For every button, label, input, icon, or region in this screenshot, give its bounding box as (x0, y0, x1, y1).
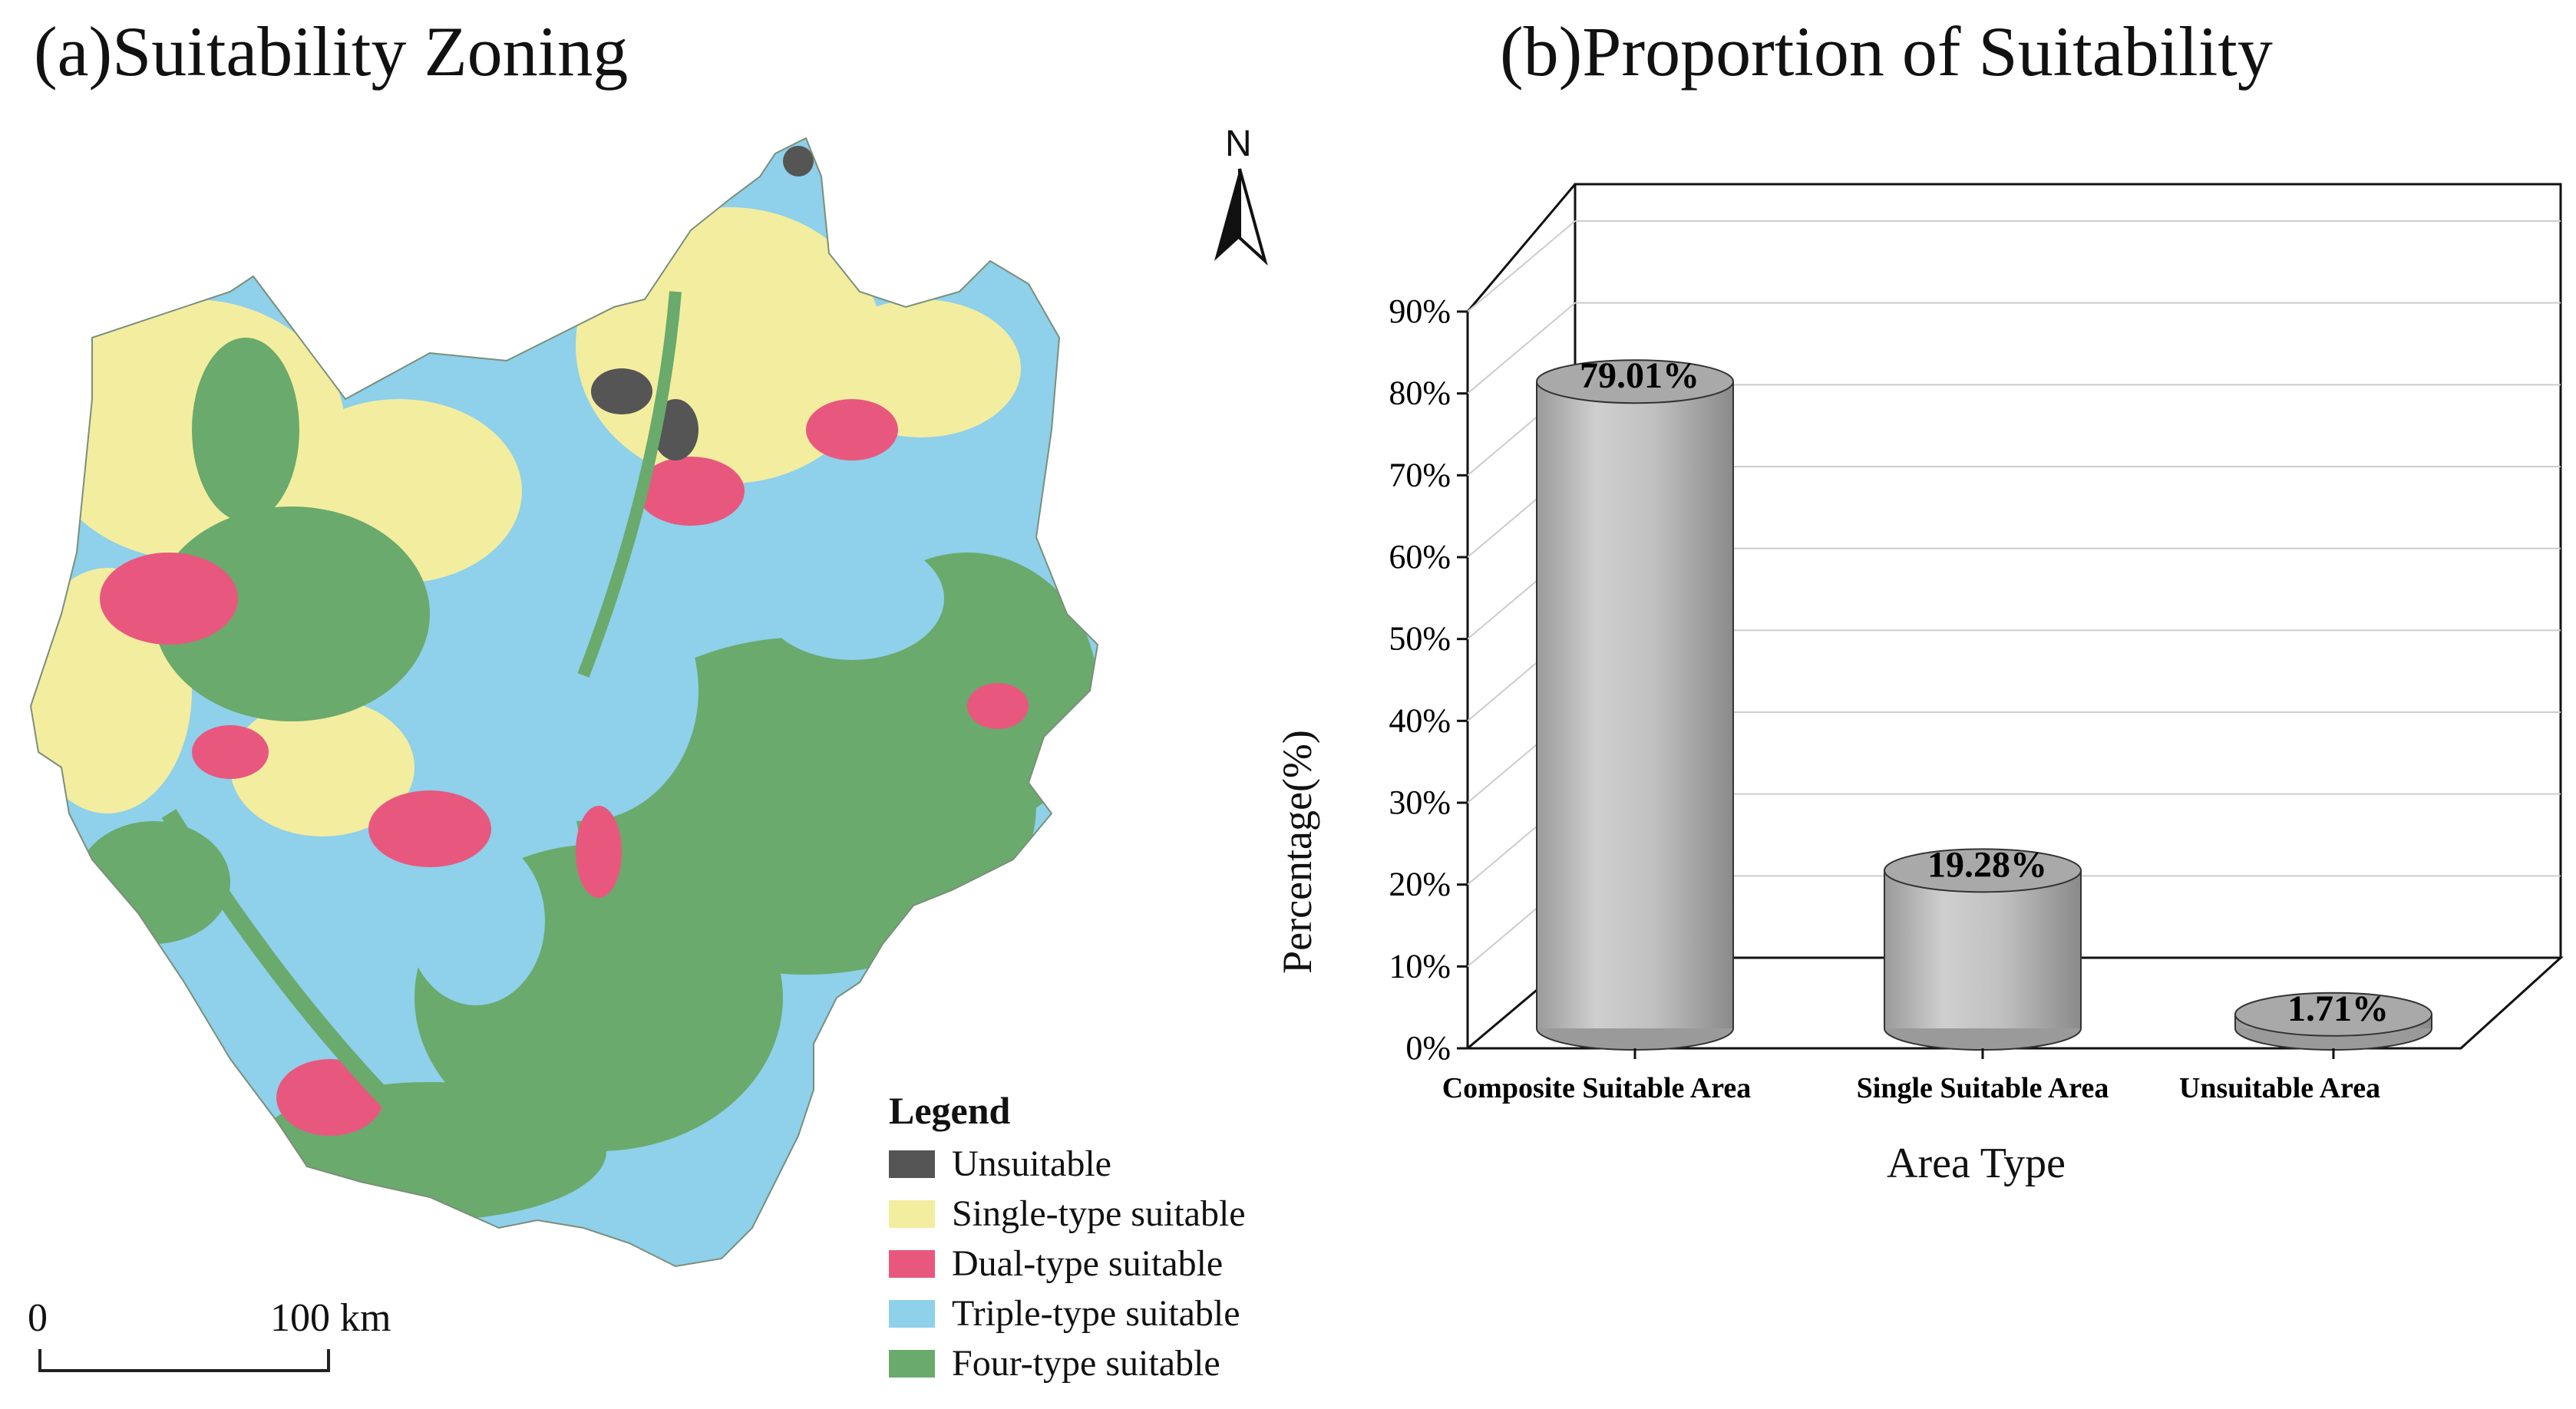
y-axis-label: Percentage(%) (1274, 730, 1320, 974)
scale-start-label: 0 (28, 1296, 48, 1340)
legend-item-single: Single-type suitable (889, 1189, 1246, 1239)
north-arrow-icon: N (1205, 123, 1274, 276)
grid-line-side (1467, 220, 1576, 312)
chart-panel-title: (b)Proportion of Suitability (1500, 12, 2273, 91)
bar-top (2234, 992, 2432, 1037)
side-wall-edge (1466, 183, 1577, 312)
x-tick-label: Unsuitable Area (2179, 1072, 2380, 1104)
legend-item-four: Four-type suitable (889, 1338, 1246, 1388)
bar-top (1536, 359, 1734, 404)
north-label: N (1225, 124, 1252, 164)
scale-bar-line (38, 1349, 330, 1372)
bar-top (1884, 848, 2082, 893)
y-tick-label: 20% (1389, 866, 1451, 903)
bar-2: 19.28% (1884, 844, 2082, 1051)
legend-swatch (889, 1199, 935, 1228)
legend-title: Legend (889, 1089, 1011, 1132)
legend-label: Dual-type suitable (952, 1243, 1224, 1284)
x-tick-label: Composite Suitable Area (1442, 1072, 1752, 1104)
map-boundary (29, 137, 1099, 1268)
map-legend: Legend Unsuitable Single-type suitable D… (889, 1088, 1246, 1388)
legend-item-triple: Triple-type suitable (889, 1289, 1246, 1338)
bar-value-label: 79.01% (1580, 355, 1699, 396)
x-tick-label: Single Suitable Area (1857, 1072, 2109, 1104)
scale-bar: 0 100 km (28, 1295, 391, 1388)
chart-grid (1467, 220, 2561, 968)
bar-body (1537, 381, 1733, 1028)
bar-3: 1.71% (2234, 988, 2432, 1051)
y-tick-label: 50% (1389, 620, 1451, 658)
legend-label: Unsuitable (952, 1143, 1111, 1184)
x-axis-label: Area Type (1887, 1140, 2066, 1187)
legend-swatch (889, 1299, 935, 1328)
bar-value-label: 19.28% (1927, 844, 2047, 885)
chart-frame (1464, 183, 2564, 1050)
legend-label: Four-type suitable (952, 1343, 1220, 1384)
bar-value-label: 1.71% (2287, 988, 2389, 1029)
scale-end-label: 100 km (270, 1296, 391, 1340)
legend-swatch (889, 1249, 935, 1278)
legend-label: Single-type suitable (952, 1193, 1246, 1234)
bar-body (1884, 870, 2081, 1028)
y-axis-ticks: 0% 10% 20% 30% 40% 50% 60% 70% 80% 90% (1389, 292, 1468, 1067)
legend-item-dual: Dual-type suitable (889, 1239, 1246, 1289)
y-tick-label: 10% (1389, 947, 1451, 985)
y-tick-label: 30% (1389, 784, 1451, 821)
y-tick-label: 0% (1405, 1029, 1451, 1067)
legend-label: Triple-type suitable (952, 1293, 1240, 1334)
legend-item-unsuitable: Unsuitable (889, 1139, 1246, 1189)
y-tick-label: 70% (1389, 456, 1451, 493)
legend-swatch (889, 1150, 935, 1178)
y-tick-label: 60% (1389, 538, 1451, 576)
map-panel-title: (a)Suitability Zoning (34, 12, 629, 91)
bar-1: 79.01% (1536, 355, 1734, 1051)
legend-swatch (889, 1349, 935, 1378)
y-tick-label: 40% (1389, 701, 1451, 739)
chart-bars: 79.01% 19.28% 1.71% (1536, 355, 2432, 1051)
y-tick-label: 80% (1389, 375, 1451, 412)
suitability-map (29, 137, 1099, 1268)
grid-line-side (1467, 302, 1576, 394)
back-wall (1574, 183, 2562, 959)
map-region (31, 138, 1098, 1266)
y-tick-label: 90% (1389, 292, 1451, 330)
x-axis-ticks: Composite Suitable Area Single Suitable A… (1442, 1048, 2380, 1104)
